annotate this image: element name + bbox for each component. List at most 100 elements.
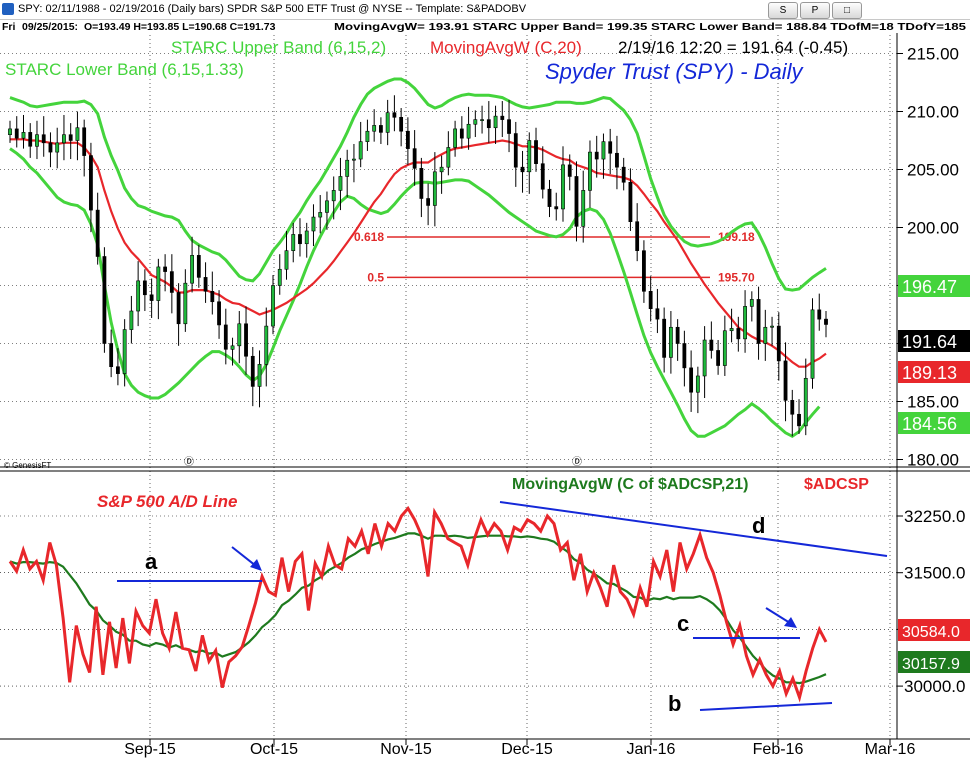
candle-body: [520, 166, 525, 173]
candle-body: [62, 134, 66, 144]
window-title: SPY: 02/11/1988 - 02/19/2016 (Daily bars…: [18, 3, 527, 15]
ad-gridlines: [0, 515, 897, 687]
p-button[interactable]: P: [800, 2, 830, 19]
candle-body: [257, 364, 262, 387]
last-upper-box: [898, 275, 970, 297]
candle-body: [244, 323, 248, 357]
candle-body: [196, 255, 201, 278]
candle-body: [628, 181, 633, 222]
candle-body: [14, 128, 19, 139]
candle-body: [655, 308, 660, 320]
ad-moving-average-line: [9, 532, 827, 685]
candle-body: [648, 290, 653, 309]
support-line-b: [699, 702, 833, 711]
candle-body: [743, 306, 747, 340]
candle-body: [230, 345, 235, 350]
last-ma-box: [898, 361, 970, 383]
candle-body: [399, 117, 404, 132]
candle-body: [28, 132, 33, 147]
candle-body: [601, 141, 606, 160]
header-date: 09/25/2015:: [22, 21, 78, 33]
event-marker-2: Ⓓ: [572, 456, 582, 468]
candle-body: [190, 255, 194, 284]
candle-body: [318, 212, 323, 218]
window-titlebar: SPY: 02/11/1988 - 02/19/2016 (Daily bars…: [0, 0, 970, 20]
candle-body: [116, 366, 120, 374]
price-tick-label: 200.00: [907, 219, 959, 238]
candle-body: [682, 343, 687, 369]
fib-ratio-label: 0.5: [367, 270, 384, 284]
candle-body: [82, 127, 87, 156]
label-a: a: [145, 549, 158, 574]
candle-body: [176, 292, 181, 325]
candle-body: [588, 151, 592, 191]
candle-body: [729, 328, 734, 332]
trend-line-d: [499, 501, 888, 557]
candle-body: [156, 266, 161, 301]
candle-body: [284, 250, 289, 270]
candle-body: [749, 299, 754, 307]
candle-body: [776, 325, 781, 362]
last-lower-value: 184.56: [902, 414, 957, 434]
candle-body: [311, 216, 316, 232]
last-ad-ad-value: 30584.0: [902, 624, 960, 641]
candle-body: [493, 115, 498, 129]
legend-ad-ma: MovingAvgW (C of $ADCSP,21): [512, 476, 748, 493]
candle-body: [102, 256, 107, 344]
candle-body: [136, 280, 141, 312]
last-price-box: [898, 330, 970, 352]
candle-body: [48, 142, 53, 153]
price-bars: [8, 95, 828, 437]
arrow-c: [765, 607, 791, 624]
candle-body: [453, 128, 457, 148]
candle-body: [459, 128, 464, 139]
price-panel: [0, 35, 897, 485]
candle-body: [736, 328, 741, 340]
watermark: © GenesisFT: [4, 461, 51, 470]
candle-body: [291, 234, 296, 252]
candle-body: [169, 271, 174, 293]
candle-body: [783, 360, 788, 401]
event-marker-1: Ⓓ: [184, 456, 194, 468]
candle-body: [183, 282, 188, 325]
candle-body: [716, 350, 720, 366]
candle-body: [365, 130, 370, 142]
last-ad-ad-box: [898, 619, 970, 641]
moving-average-line: [10, 138, 827, 368]
candle-body: [277, 268, 282, 286]
candle-body: [149, 294, 154, 301]
candle-body: [331, 190, 336, 202]
candle-body: [561, 164, 565, 210]
date-tick-label: Feb-16: [753, 741, 804, 758]
last-ad-ma-value: 30157.9: [902, 656, 960, 673]
candle-body: [770, 325, 774, 328]
candle-body: [338, 176, 343, 191]
fib-value-label: 199.18: [718, 230, 755, 244]
candle-body: [689, 367, 694, 393]
s-button[interactable]: S: [768, 2, 798, 19]
candle-body: [419, 168, 424, 199]
candle-body: [298, 234, 302, 245]
starc-upper-band-line: [9, 77, 827, 292]
candle-body: [574, 176, 579, 227]
candle-body: [385, 112, 390, 133]
candle-body: [405, 130, 410, 149]
candle-body: [540, 163, 545, 190]
maximize-button[interactable]: □: [832, 2, 862, 19]
candle-body: [325, 200, 329, 213]
legend-ad-symbol: $ADCSP: [804, 476, 869, 493]
candle-body: [567, 164, 572, 177]
ad-line: [8, 505, 828, 703]
candle-body: [142, 280, 147, 296]
last-upper-value: 196.47: [902, 277, 957, 297]
label-c: c: [677, 611, 689, 636]
header-indicators: MovingAvgW= 193.91 STARC Upper Band= 199…: [334, 21, 966, 33]
legend-upper-band: STARC Upper Band (6,15,2): [171, 38, 386, 57]
candle-body: [446, 147, 451, 168]
price-axis: 215.00210.00205.00200.00195.00190.00185.…: [897, 45, 959, 470]
candle-body: [75, 127, 80, 141]
candle-body: [95, 209, 100, 257]
fib-value-label: 195.70: [718, 270, 755, 284]
candle-body: [358, 141, 363, 160]
candle-body: [210, 290, 215, 303]
